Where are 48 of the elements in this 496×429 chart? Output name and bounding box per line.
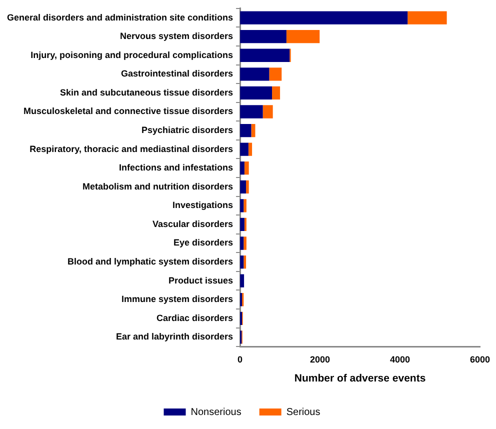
bar [244, 255, 246, 269]
bar [240, 30, 286, 44]
x-axis-title: Number of adverse events [294, 372, 426, 385]
bar [240, 124, 252, 138]
legend-label: Nonserious [190, 406, 242, 418]
y-tick-label: Investigations [172, 200, 234, 210]
x-tick-label: 2000 [310, 354, 330, 364]
bar [240, 48, 290, 62]
y-tick-label: Psychiatric disorders [142, 125, 234, 136]
y-tick-label: Vascular disorders [152, 218, 234, 229]
bar [240, 180, 246, 194]
bar [240, 11, 408, 24]
bar [240, 162, 244, 175]
x-tick-label: 0 [238, 354, 243, 364]
bar [240, 142, 248, 156]
bar [248, 142, 252, 156]
y-tick-label: Blood and lymphatic system disorders [68, 256, 234, 267]
bar [240, 68, 270, 81]
bar [251, 124, 256, 138]
y-tick-label: Cardiac disorders [156, 312, 234, 323]
y-tick-label: Respiratory, thoracic and mediastinal disorders [30, 144, 234, 154]
bar [240, 86, 272, 100]
x-tick-label: 6000 [470, 354, 490, 364]
y-tick-label: Eye disorders [174, 238, 234, 248]
bar [246, 180, 249, 194]
y-tick-label: Skin and subcutaneous tissue disorders [60, 87, 234, 98]
y-tick-label: Gastrointestinal disorders [121, 68, 234, 79]
bar [408, 11, 447, 24]
y-tick-label: Infections and infestations [119, 162, 234, 173]
bar [272, 86, 280, 100]
legend-label: Serious [286, 406, 320, 418]
y-tick-label: Ear and labyrinth disorders [116, 332, 234, 342]
x-tick-label: 4000 [390, 354, 410, 364]
bar [240, 105, 263, 118]
bar [269, 68, 282, 81]
bar [244, 236, 246, 250]
y-tick-label: General disorders and administration site conditions [7, 12, 234, 22]
y-tick-label: Musculoskeletal and connective tissue disorders [23, 106, 234, 116]
y-tick-label: Nervous system disorders [120, 31, 234, 42]
bar [244, 199, 246, 212]
y-tick-label: Product issues [168, 275, 234, 286]
y-tick-label: Metabolism and nutrition disorders [82, 181, 234, 192]
bar [286, 30, 320, 44]
bar [262, 105, 273, 118]
bar [240, 218, 244, 232]
bar [244, 162, 249, 175]
y-tick-label: Immune system disorders [122, 294, 234, 304]
y-tick-label: Injury, poisoning and procedural complications [30, 50, 234, 60]
